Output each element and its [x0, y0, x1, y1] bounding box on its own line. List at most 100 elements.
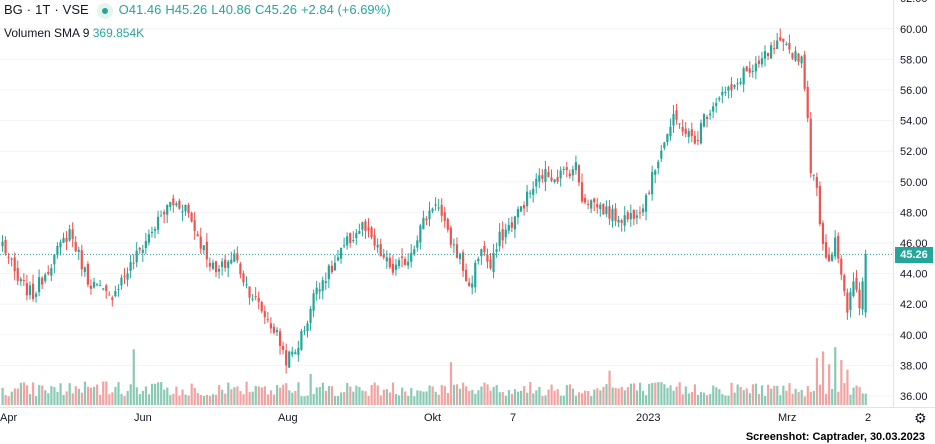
candle: [163, 211, 166, 215]
candle: [346, 236, 349, 246]
volume-bar: [7, 396, 10, 405]
volume-bar: [620, 386, 623, 405]
volume-bar: [446, 392, 449, 405]
volume-bar: [821, 351, 825, 405]
volume-bar: [550, 384, 553, 405]
volume-bar: [635, 390, 639, 405]
candle: [501, 229, 504, 241]
candle: [718, 97, 721, 100]
candle: [736, 83, 739, 85]
volume-bar: [71, 393, 74, 405]
candle: [696, 140, 699, 142]
candle: [123, 275, 126, 277]
y-tick-label: 62.00: [900, 0, 928, 5]
candle: [175, 203, 178, 206]
volume-bar: [538, 386, 541, 405]
volume-bar: [196, 393, 199, 405]
candle: [184, 205, 187, 212]
candle: [28, 285, 32, 296]
eye-icon[interactable]: [96, 2, 113, 19]
candle: [349, 232, 352, 243]
volume-bar: [169, 395, 172, 405]
volume-bar: [864, 393, 867, 405]
volume-bar: [837, 391, 840, 405]
volume-bar: [16, 388, 19, 405]
volume-indicator-value: 369.854K: [92, 26, 145, 40]
candle: [355, 232, 358, 239]
candle: [315, 287, 318, 294]
candle: [50, 268, 53, 276]
volume-bar: [788, 383, 791, 405]
volume-bar: [516, 391, 520, 405]
volume-bar: [608, 370, 611, 405]
candle: [428, 210, 431, 220]
gear-icon[interactable]: ⚙: [914, 410, 927, 426]
volume-bar: [35, 396, 38, 405]
volume-bar: [648, 383, 651, 405]
volume-bar: [382, 389, 385, 405]
volume-bar: [541, 395, 544, 405]
candle: [105, 285, 108, 291]
volume-bar: [10, 391, 13, 405]
candle: [855, 277, 858, 290]
candle: [763, 51, 767, 59]
volume-bar: [440, 384, 443, 405]
candle: [593, 198, 596, 203]
candle: [638, 212, 642, 214]
volume-bar: [257, 386, 260, 405]
volume-bar: [181, 389, 184, 405]
y-tick-label: 50.00: [900, 177, 928, 189]
candle: [727, 86, 730, 91]
volume-bar: [193, 387, 196, 405]
volume-bar: [590, 396, 593, 405]
candle: [211, 262, 215, 269]
volume-bar: [797, 392, 800, 405]
candle: [321, 280, 324, 291]
volume-bar: [303, 396, 306, 405]
volume-bar: [828, 364, 831, 405]
volume-bar: [462, 382, 465, 405]
candle: [495, 249, 498, 252]
volume-bar: [324, 390, 327, 405]
volume-indicator-label[interactable]: Volumen SMA 9: [4, 26, 90, 40]
volume-bar: [486, 384, 489, 405]
candle: [489, 259, 492, 269]
volume-bar: [611, 387, 614, 405]
y-tick-label: 42.00: [900, 299, 928, 311]
volume-bar: [562, 395, 565, 405]
candle: [22, 280, 25, 282]
candle: [306, 323, 309, 332]
candle: [840, 258, 843, 275]
candle: [394, 264, 398, 270]
volume-bar: [300, 396, 303, 405]
volume-bar: [205, 394, 209, 405]
candle: [831, 254, 834, 261]
volume-bar: [272, 394, 276, 405]
candle: [565, 167, 568, 171]
volume-bar: [83, 381, 87, 405]
volume-bar: [815, 357, 819, 405]
symbol-label[interactable]: BG: [4, 2, 23, 17]
candle: [95, 284, 99, 286]
volume-bar: [416, 390, 419, 405]
candle: [770, 45, 773, 59]
volume-bar: [507, 390, 510, 405]
interval-label[interactable]: 1T: [35, 2, 51, 17]
candle: [370, 227, 373, 238]
candle: [632, 209, 635, 219]
candle: [400, 256, 404, 259]
volume-bar: [471, 389, 474, 405]
volume-bar: [309, 373, 312, 405]
candle: [486, 254, 489, 262]
volume-bar: [227, 382, 230, 405]
candle: [147, 234, 150, 243]
candle: [562, 168, 565, 170]
candle: [419, 225, 422, 243]
candle: [257, 297, 260, 302]
candle: [275, 330, 279, 333]
volume-bar: [346, 383, 349, 405]
volume-bar: [852, 387, 855, 405]
candle: [205, 241, 208, 260]
candle: [617, 220, 620, 223]
